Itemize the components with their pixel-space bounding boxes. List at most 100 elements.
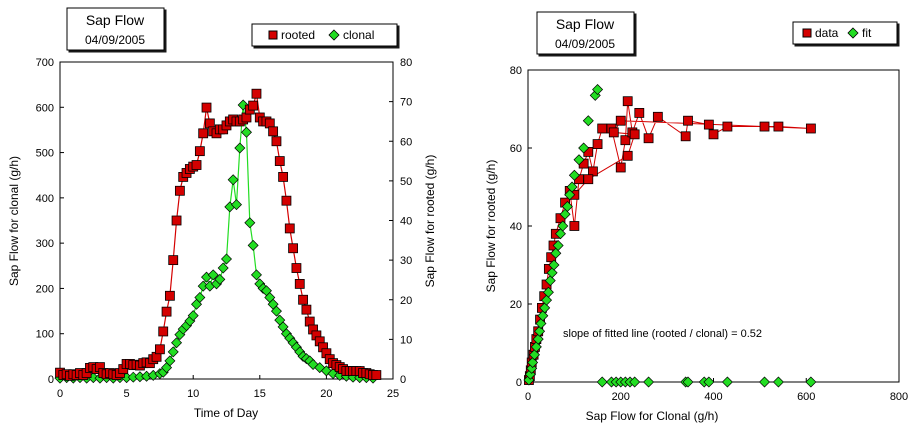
point-data xyxy=(634,108,645,118)
left-legend: rooted clonal xyxy=(251,23,398,47)
point-clonal xyxy=(217,262,229,274)
right-y-tick-label: 0 xyxy=(400,374,406,386)
point-data xyxy=(759,121,770,132)
right-chart-y-axis-label: Sap Flow for rooted (g/h) xyxy=(484,160,498,293)
left-y-tick-label: 300 xyxy=(36,238,54,250)
point-fit xyxy=(537,310,549,322)
point-rooted xyxy=(251,88,262,99)
point-rooted xyxy=(268,126,279,137)
point-clonal xyxy=(214,273,226,285)
point-fit xyxy=(561,201,573,212)
left-axis-ticks: 0 5 10 15 20 25010020030040050060070001020304… xyxy=(36,57,413,400)
right-y-axis-label: Sap Flow for rooted (g/h) xyxy=(423,155,437,288)
point-fit xyxy=(582,115,594,127)
point-rooted xyxy=(288,243,299,254)
point-clonal xyxy=(234,142,246,154)
point-data xyxy=(805,123,816,134)
point-fit xyxy=(682,376,694,388)
point-data xyxy=(592,139,603,150)
right-y-tick-label: 60 xyxy=(400,136,412,148)
point-clonal xyxy=(240,126,252,138)
left-y-tick-label: 700 xyxy=(36,57,54,69)
left-y-tick-label: 600 xyxy=(36,102,54,114)
left-x-tick-label: 25 xyxy=(387,388,399,400)
point-rooted xyxy=(274,156,285,166)
point-rooted xyxy=(291,263,302,273)
point-fit xyxy=(532,333,544,345)
point-fit xyxy=(643,376,655,388)
legend-fit-label: fit xyxy=(862,26,872,40)
point-data xyxy=(622,150,633,161)
left-x-tick-label: 10 xyxy=(187,388,199,400)
point-rooted xyxy=(154,344,165,355)
point-data xyxy=(680,131,691,142)
point-clonal xyxy=(227,174,239,186)
left-title-box: Sap Flow 04/09/2005 xyxy=(66,7,165,51)
point-clonal xyxy=(270,305,282,317)
point-rooted xyxy=(298,294,308,305)
right-y-tick-label: 70 xyxy=(400,97,412,109)
legend-rooted-label: rooted xyxy=(281,28,315,42)
point-rooted xyxy=(371,370,382,380)
point-fit xyxy=(534,325,546,337)
point-fit xyxy=(542,286,554,298)
point-fit xyxy=(535,318,547,329)
legend-rooted-marker xyxy=(268,30,278,40)
left-y-tick-label: 100 xyxy=(36,329,54,341)
point-clonal xyxy=(164,355,176,367)
right-chart-y-tick-label: 60 xyxy=(510,143,522,155)
point-data xyxy=(569,221,580,231)
point-data xyxy=(708,129,719,140)
point-fit xyxy=(552,240,564,251)
point-data xyxy=(608,127,619,138)
point-fit xyxy=(548,259,560,271)
right-x-tick-label: 800 xyxy=(890,391,908,403)
right-chart-y-tick-label: 20 xyxy=(510,299,522,311)
right-x-tick-label: 200 xyxy=(612,391,630,403)
point-fit xyxy=(805,376,817,388)
right-chart-y-tick-label: 0 xyxy=(516,377,522,389)
point-clonal xyxy=(221,253,232,265)
slope-annotation: slope of fitted line (rooted / clonal) =… xyxy=(563,328,762,340)
right-chart: Sap Flow 04/09/2005 data fit 0 200 400 600 8… xyxy=(484,11,908,423)
left-plot-area xyxy=(59,61,394,380)
left-x-axis-label: Time of Day xyxy=(194,406,258,420)
point-data xyxy=(615,162,626,173)
point-data xyxy=(597,123,608,134)
right-y-tick-label: 40 xyxy=(400,216,412,228)
point-clonal xyxy=(167,346,179,358)
point-fit xyxy=(759,376,771,388)
left-x-tick-label: 15 xyxy=(254,388,266,400)
right-chart-subtitle: 04/09/2005 xyxy=(555,37,615,51)
point-fit xyxy=(703,376,715,388)
right-y-tick-label: 20 xyxy=(400,295,412,307)
point-rooted xyxy=(198,128,209,139)
point-fit xyxy=(527,357,539,368)
point-clonal xyxy=(230,199,242,211)
point-fit xyxy=(530,341,542,353)
point-fit xyxy=(544,275,556,287)
right-y-tick-label: 50 xyxy=(400,176,412,188)
point-fit xyxy=(546,267,558,279)
left-y-tick-label: 200 xyxy=(36,283,54,295)
point-data xyxy=(683,115,693,126)
point-fit xyxy=(596,376,608,388)
point-rooted xyxy=(161,306,172,317)
point-rooted xyxy=(278,172,289,182)
series-line-clonal xyxy=(59,104,374,379)
point-data xyxy=(773,121,784,132)
point-rooted xyxy=(171,215,182,226)
point-fit xyxy=(573,154,585,166)
left-chart-title: Sap Flow xyxy=(86,12,145,28)
point-data xyxy=(703,119,714,130)
point-fit xyxy=(772,376,784,388)
point-rooted xyxy=(248,100,259,111)
legend-fit-marker xyxy=(847,27,859,39)
point-rooted xyxy=(281,195,292,206)
point-fit xyxy=(629,376,641,388)
point-rooted xyxy=(194,146,205,157)
right-x-tick-label: 600 xyxy=(797,391,815,403)
point-rooted xyxy=(271,136,282,147)
left-y-tick-label: 500 xyxy=(36,148,54,160)
point-rooted xyxy=(201,102,212,113)
